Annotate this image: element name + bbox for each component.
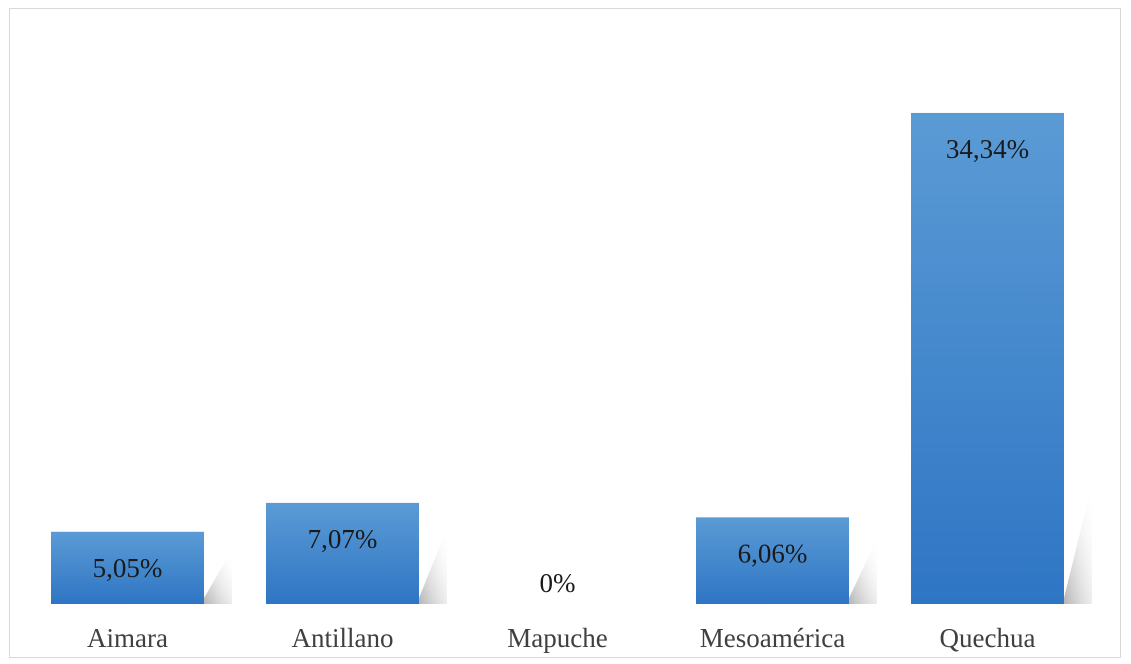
bar-mesoamérica <box>696 517 849 604</box>
bar-shadow-quechua <box>1064 484 1092 604</box>
bar-shadow-mesoamérica <box>849 539 877 604</box>
bar-aimara <box>51 531 204 604</box>
category-label-antillano: Antillano <box>292 623 394 653</box>
data-label-quechua: 34,34% <box>946 134 1029 164</box>
data-label-antillano: 7,07% <box>308 524 378 554</box>
bar-quechua <box>911 112 1064 605</box>
category-label-aimara: Aimara <box>87 623 168 653</box>
category-label-mesoamérica: Mesoamérica <box>700 623 845 653</box>
bar-antillano <box>266 502 419 604</box>
data-label-mesoamérica: 6,06% <box>738 538 808 568</box>
category-label-quechua: Quechua <box>940 623 1036 653</box>
bar-shadow-antillano <box>419 528 447 604</box>
bar-shadow-aimara <box>204 549 232 604</box>
data-label-mapuche: 0% <box>540 568 576 598</box>
category-label-mapuche: Mapuche <box>507 623 607 653</box>
data-label-aimara: 5,05% <box>93 553 163 583</box>
